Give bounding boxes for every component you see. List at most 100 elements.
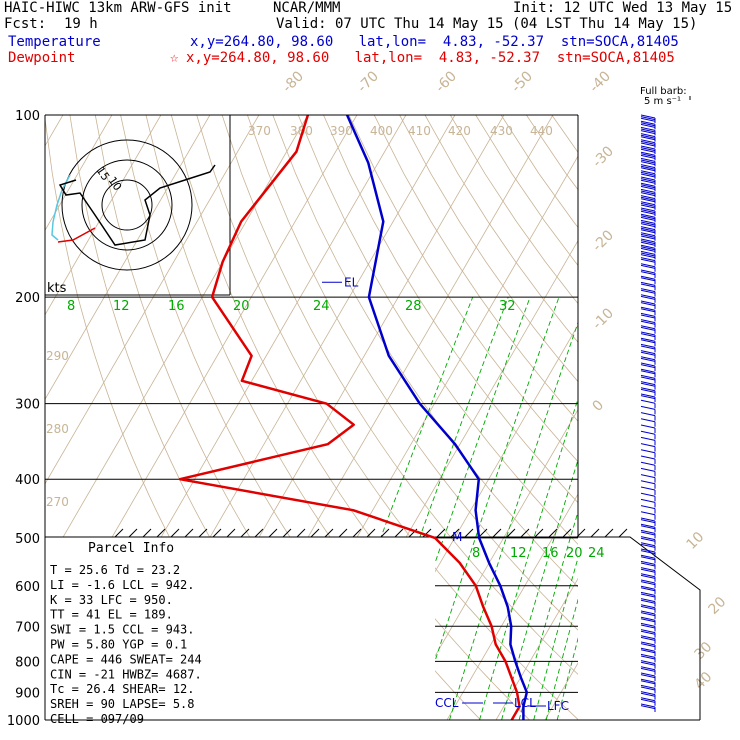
wind-barb-flag	[640, 250, 656, 255]
isotherm-line	[446, 493, 578, 720]
wind-barb-flag	[640, 350, 656, 355]
wind-barb-flag	[640, 647, 656, 652]
ccl-marker-label: CCL	[435, 696, 459, 710]
wind-barb-flag	[640, 223, 656, 228]
sounding-profiles	[178, 114, 529, 721]
wind-barb-flag	[640, 161, 656, 166]
wind-barb-flag	[640, 436, 656, 441]
parcel-info-row: Tc = 26.4 SHEAR= 12.	[50, 682, 195, 696]
wind-barb-flag	[640, 221, 656, 226]
wind-barb-flag	[640, 672, 656, 677]
isotherm-line	[643, 115, 740, 720]
dry-adiabat-line	[247, 115, 578, 631]
isotherm-label: -70	[355, 68, 382, 95]
wind-barb-flag	[640, 562, 656, 567]
wind-barb-flag	[640, 604, 656, 609]
isotherm-label: -10	[590, 305, 617, 332]
pressure-axis: 100 200 300 400 500 600 700 800 900 1000	[7, 109, 40, 729]
wind-barb-flag	[640, 247, 656, 252]
mixing-ratio-label: 32	[499, 299, 516, 314]
wind-level-hatch	[492, 528, 502, 538]
wind-barb-flag	[640, 254, 656, 259]
dry-adiabat-line	[348, 115, 578, 463]
wind-barb-flag	[640, 480, 656, 485]
wind-barb-flag	[640, 587, 656, 592]
wind-barb-flag	[640, 295, 656, 300]
wind-barb-flag	[640, 381, 656, 386]
pressure-tick-label: 900	[15, 686, 40, 701]
wind-barb-flag	[640, 622, 656, 627]
wind-barb-flag	[640, 643, 656, 648]
wind-barb-flag	[640, 636, 656, 641]
wind-barb-flag	[640, 542, 656, 547]
wind-barb-flag	[640, 325, 656, 330]
wind-barb-flag	[640, 263, 656, 268]
wind-barb-flag	[640, 179, 656, 184]
wind-barb-flag	[640, 128, 656, 133]
wind-level-hatch	[142, 528, 152, 538]
melting-level-marker: M	[452, 530, 462, 544]
mixing-ratio-label: 24	[313, 299, 330, 314]
hodograph-ring	[81, 159, 173, 251]
wind-barb-flag	[640, 599, 656, 604]
wind-barb-flag	[640, 486, 656, 491]
wind-barb-flag	[640, 157, 656, 162]
pressure-tick-label: 100	[15, 109, 40, 124]
isotherm-line	[0, 115, 14, 720]
pressure-tick-label: 800	[15, 655, 40, 670]
wind-barb-flag	[640, 556, 656, 561]
wind-level-hatch	[212, 528, 222, 538]
wind-barb-flag	[640, 165, 656, 170]
wind-level-hatch	[464, 528, 474, 538]
wind-barb-flag	[640, 610, 656, 615]
model-title: HAIC-HIWC 13km ARW-GFS init	[4, 0, 232, 16]
wind-barb-flag	[640, 142, 656, 147]
wind-barb-flag	[640, 314, 656, 319]
wind-barbs: Full barb:5 m s⁻¹	[640, 86, 691, 712]
theta-label: 400	[370, 124, 393, 138]
wind-level-hatch	[506, 528, 516, 538]
mixing-ratio-line	[556, 637, 578, 720]
wind-level-hatch	[226, 528, 236, 538]
wind-barb-flag	[640, 326, 656, 331]
wind-barb-flag	[640, 649, 656, 654]
wind-barb-flag	[640, 585, 656, 590]
isotherm-line	[397, 408, 578, 720]
isotherm-line	[45, 115, 162, 316]
theta-label: 370	[248, 124, 271, 138]
wind-barb-flag	[640, 202, 656, 207]
parcel-info-row: CIN = -21 HWBZ= 4687.	[50, 667, 202, 681]
dry-adiabat-line	[373, 115, 578, 422]
init-time: Init: 12 UTC Wed 13 May 15	[513, 0, 733, 16]
dewpoint-location: x,y=264.80, 98.60 lat,lon= 4.83, -52.37 …	[186, 50, 675, 66]
wind-barb-flag	[640, 635, 656, 640]
theta-label: 290	[46, 349, 69, 363]
wind-barb-flag	[640, 455, 656, 460]
wind-barb-flag	[640, 686, 656, 691]
wind-barb-flag	[640, 598, 656, 603]
wind-barb-flag	[640, 195, 656, 200]
barb-legend-units: 5 m s⁻¹	[644, 96, 681, 107]
level-markers: EL CCL LCL LFC M	[322, 275, 569, 713]
wind-barb-flag	[640, 264, 656, 269]
isotherm-label: -60	[433, 68, 460, 95]
theta-label: 380	[290, 124, 313, 138]
mixing-ratio-label: 20	[566, 546, 583, 561]
wind-barb-flag	[640, 393, 656, 398]
wind-barb-flag	[640, 703, 656, 708]
wind-barb-flag	[640, 283, 656, 288]
wind-level-hatch	[450, 528, 460, 538]
wind-barb-flag	[640, 653, 656, 658]
dry-adiabat-line	[221, 115, 578, 675]
wind-barb-flag	[640, 122, 656, 127]
mixing-ratio-label: 8	[67, 299, 75, 314]
wind-level-hatch	[324, 528, 334, 538]
plot-frame	[44, 114, 700, 721]
wind-barb-flag	[640, 151, 656, 156]
wind-barb-flag	[640, 574, 656, 579]
mixing-ratio-label: 16	[168, 299, 185, 314]
isotherm-label: -20	[590, 227, 617, 254]
wind-barb-flag	[640, 240, 656, 245]
isotherm-label: 30	[692, 639, 716, 663]
wind-barb-flag	[640, 257, 656, 262]
